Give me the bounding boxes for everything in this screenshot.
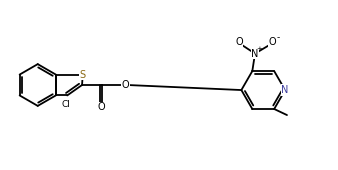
Text: S: S (80, 70, 86, 80)
Text: O: O (98, 102, 105, 112)
Text: O: O (269, 38, 276, 47)
Text: O: O (121, 80, 129, 90)
Text: Cl: Cl (61, 100, 70, 109)
Text: O: O (235, 38, 243, 47)
Text: -: - (276, 33, 280, 42)
Text: +: + (257, 46, 262, 52)
Text: N: N (282, 85, 289, 95)
Text: N: N (251, 49, 259, 59)
